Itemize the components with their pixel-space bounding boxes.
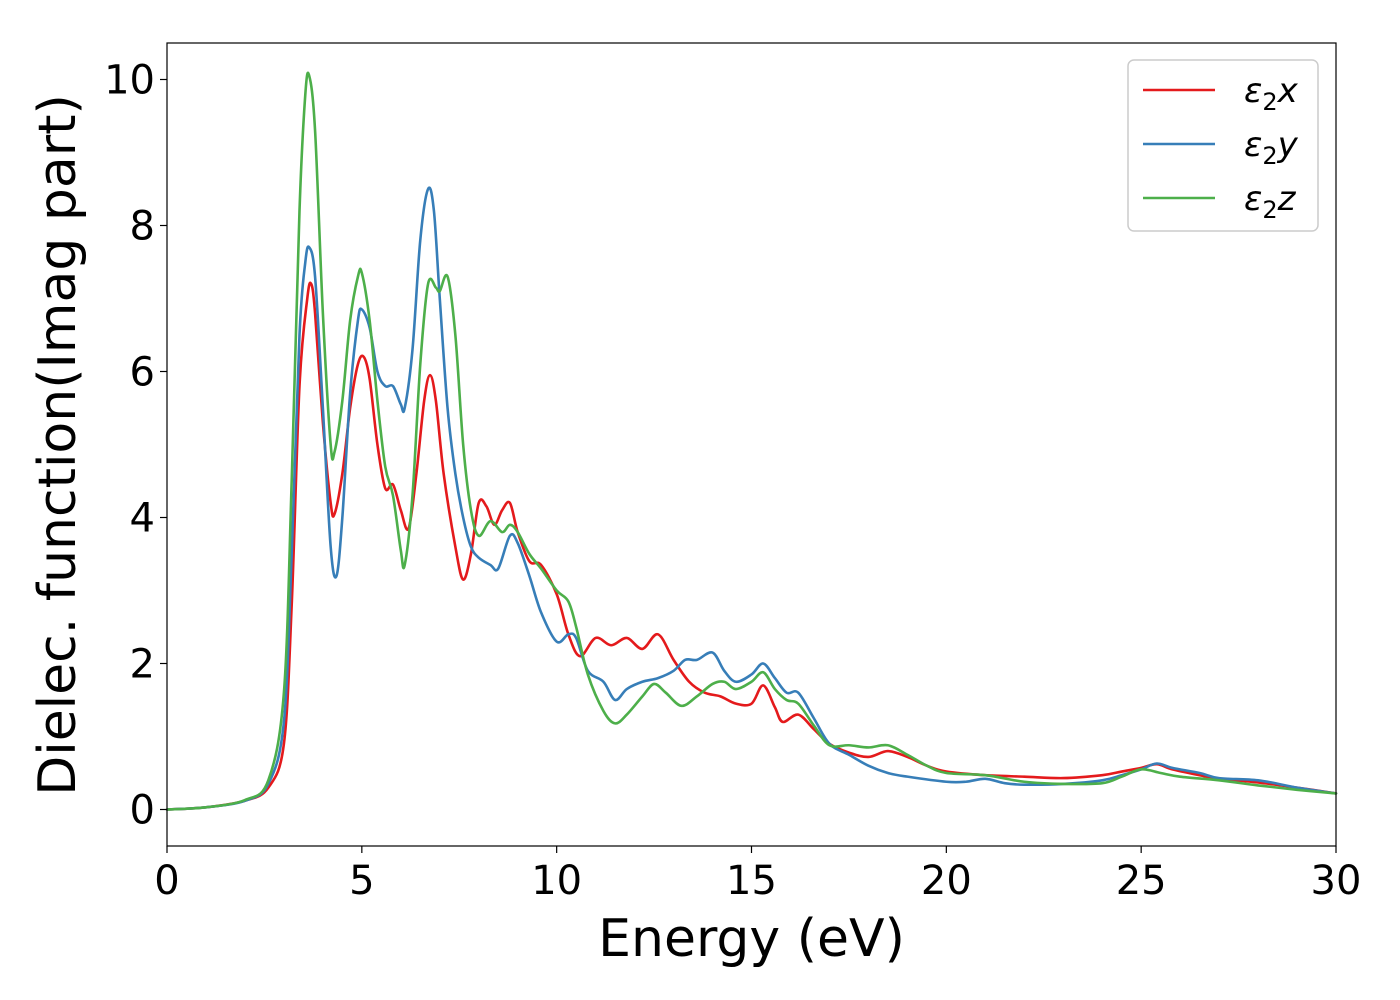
y-axis-label: Dielec. function(Imag part) [28, 94, 88, 796]
legend-label-x: ε2x [1244, 71, 1299, 116]
series-line-x [165, 281, 1338, 811]
y-tick-label: 4 [130, 496, 155, 542]
y-tick-label: 6 [130, 350, 155, 396]
x-axis-label: Energy (eV) [598, 909, 905, 969]
x-tick-label: 0 [154, 858, 179, 904]
legend-label-y: ε2y [1244, 125, 1299, 170]
y-tick-label: 10 [104, 58, 155, 104]
legend: ε2x ε2y ε2z [1127, 59, 1319, 232]
series-line-z [165, 71, 1338, 811]
y-tick-label: 2 [130, 642, 155, 688]
y-tick-label: 8 [130, 204, 155, 250]
legend-label-z: ε2z [1244, 179, 1297, 224]
x-tick-label: 20 [921, 858, 972, 904]
x-tick-label: 30 [1311, 858, 1362, 904]
x-tick-label: 10 [531, 858, 582, 904]
ticks-layer: 0 5 10 15 20 25 30 0 2 4 6 8 10 [104, 58, 1361, 905]
x-tick-label: 5 [349, 858, 374, 904]
x-tick-label: 25 [1116, 858, 1167, 904]
series-line-y [165, 186, 1338, 811]
series-layer [165, 71, 1338, 811]
x-tick-label: 15 [726, 858, 777, 904]
legend-box [1127, 59, 1319, 232]
y-tick-label: 0 [130, 788, 155, 834]
